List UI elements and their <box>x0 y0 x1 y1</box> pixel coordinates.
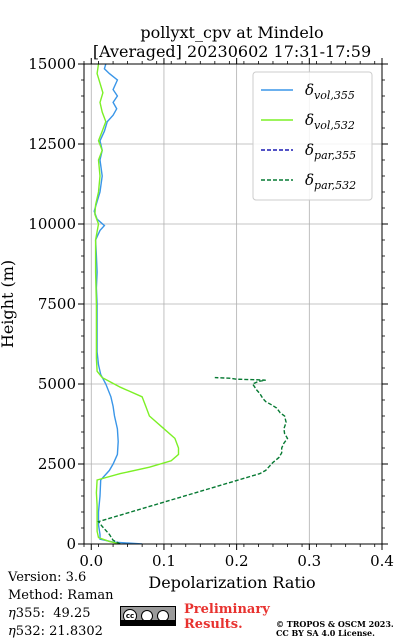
preliminary-results-label: Preliminary Results. <box>184 602 270 632</box>
series-line-vol-355 <box>93 64 143 544</box>
x-axis-label: Depolarization Ratio <box>148 573 315 592</box>
eta532-label: 532: <box>15 624 45 639</box>
y-tick-label: 7500 <box>38 295 76 313</box>
legend-entry: δvol,355 <box>305 81 355 102</box>
y-tick-label: 10000 <box>28 215 76 233</box>
metadata-block: Version: 3.6 Method: Raman η355: 49.25 η… <box>8 569 114 641</box>
preliminary-line1: Preliminary <box>184 602 270 617</box>
cc-by-sa-icon: cc <box>120 606 176 626</box>
x-tick-label: 0.1 <box>152 552 176 570</box>
y-axis-label: Height (m) <box>0 260 17 348</box>
axis-ticks: 0.0 0.1 0.2 0.3 0.4 0 2500 5000 7500 10000 12500 15… <box>28 55 394 570</box>
y-tick-label: 0 <box>66 535 76 553</box>
method-text: Method: Raman <box>8 588 114 603</box>
legend-box <box>252 71 373 201</box>
eta355-value: 49.25 <box>53 606 91 621</box>
plot-area <box>93 64 289 544</box>
eta532-row: η532: 21.8302 <box>8 623 114 641</box>
copyright-line1: © TROPOS & OSCM 2023. <box>276 619 394 629</box>
chart-title-line2: [Averaged] 20230602 17:31-17:59 <box>93 42 371 61</box>
legend: δvol,355 δvol,532 δpar,355 δpar,532 <box>252 71 373 201</box>
y-tick-label: 15000 <box>28 55 76 73</box>
cc-badge-bar <box>121 620 175 625</box>
y-tick-label: 2500 <box>38 455 76 473</box>
eta-symbol: η <box>8 624 16 639</box>
y-tick-label: 12500 <box>28 135 76 153</box>
legend-entry: δvol,532 <box>305 111 355 132</box>
eta-symbol: η <box>8 606 16 621</box>
x-tick-label: 0.4 <box>370 552 394 570</box>
series-line-vol-532 <box>94 64 180 544</box>
legend-entry: δpar,532 <box>305 171 356 192</box>
chart-title-line1: pollyxt_cpv at Mindelo <box>140 23 323 42</box>
x-tick-label: 0.0 <box>79 552 103 570</box>
x-tick-label: 0.3 <box>297 552 321 570</box>
eta532-value: 21.8302 <box>49 624 103 639</box>
x-tick-label: 0.2 <box>225 552 249 570</box>
copyright-line2: CC BY SA 4.0 License. <box>276 628 375 638</box>
preliminary-line2: Results. <box>184 617 243 632</box>
legend-entry: δpar,355 <box>305 141 356 162</box>
version-text: Version: 3.6 <box>8 570 87 585</box>
y-tick-label: 5000 <box>38 375 76 393</box>
eta355-label: 355: <box>15 606 45 621</box>
copyright-notice: © TROPOS & OSCM 2023. CC BY SA 4.0 Licen… <box>276 620 394 638</box>
eta355-row: η355: 49.25 <box>8 605 114 623</box>
series-line-par-532 <box>97 376 289 544</box>
